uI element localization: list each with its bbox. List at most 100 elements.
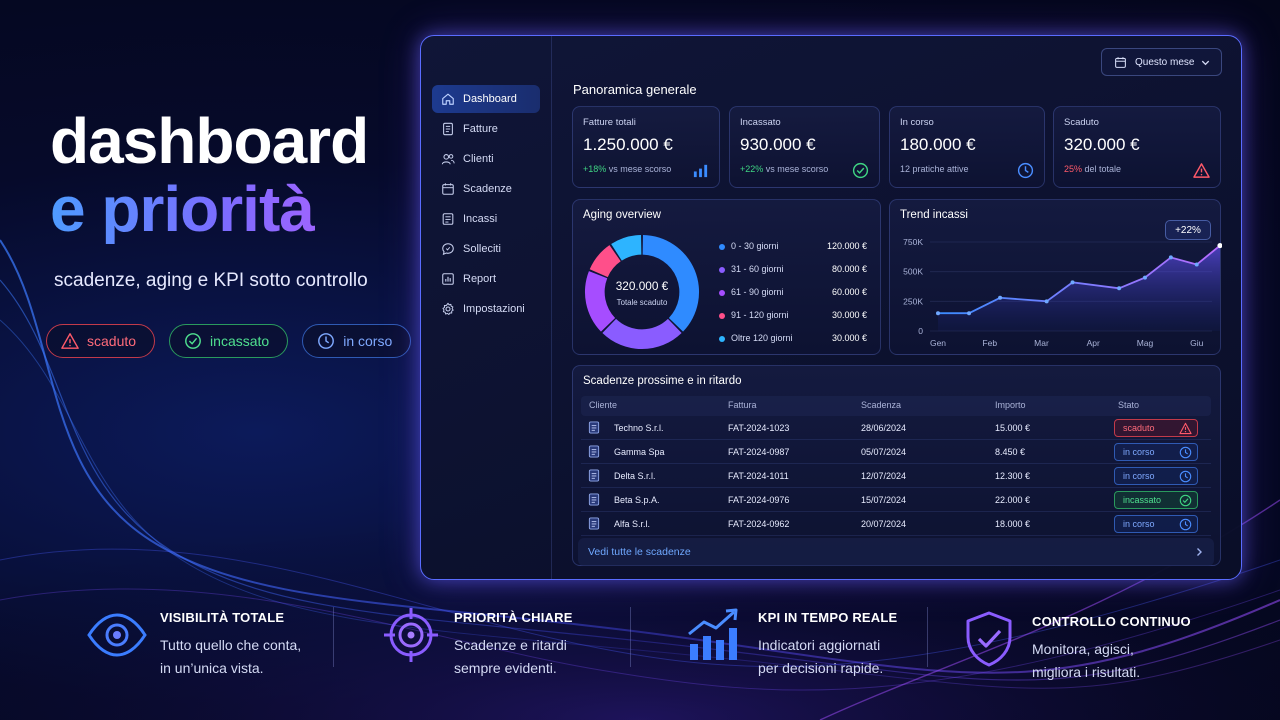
table-row[interactable]: Alfa S.r.l. FAT-2024-0962 20/07/2024 18.… bbox=[581, 512, 1211, 536]
document-icon bbox=[588, 517, 600, 530]
column-header-stato: Stato bbox=[1118, 400, 1140, 410]
cell-due-date: 28/06/2024 bbox=[861, 423, 907, 433]
feature-title: PRIORITÀ CHIARE bbox=[454, 610, 573, 625]
feature-divider bbox=[333, 607, 334, 667]
sidebar-item-fatture[interactable]: Fatture bbox=[432, 115, 540, 143]
hero-heading: dashboard e priorità bbox=[50, 108, 369, 244]
status-label: scaduto bbox=[1123, 423, 1155, 433]
donut-segment-1 bbox=[602, 318, 682, 350]
period-selector[interactable]: Questo mese bbox=[1101, 48, 1222, 76]
table-row[interactable]: Beta S.p.A. FAT-2024-0976 15/07/2024 22.… bbox=[581, 488, 1211, 512]
donut-segment-2 bbox=[584, 271, 616, 332]
chart-icon bbox=[442, 273, 454, 285]
check-circle-icon bbox=[185, 333, 201, 349]
users-icon bbox=[441, 154, 455, 165]
feature-divider bbox=[927, 607, 928, 667]
trend-line bbox=[938, 244, 1221, 315]
dashboard-window: Dashboard Fatture Clienti Scadenze Incas… bbox=[420, 35, 1242, 580]
cell-client: Techno S.r.l. bbox=[614, 423, 664, 433]
legend-value: 30.000 € bbox=[831, 333, 867, 343]
view-all-deadlines-link[interactable]: Vedi tutte le scadenze bbox=[578, 538, 1214, 566]
trend-card: Trend incassi +22% 750K 500K 250K 0 Gen Feb Ma… bbox=[889, 199, 1222, 355]
kpi-note-text: 12 pratiche attive bbox=[900, 164, 969, 174]
aging-donut: 320.000 € Totale scaduto bbox=[584, 234, 700, 350]
status-legend-pills: scaduto incassato in corso bbox=[46, 324, 412, 358]
kpi-card-in-corso[interactable]: In corso 180.000 € 12 pratiche attive bbox=[889, 106, 1045, 188]
status-badge: in corso bbox=[1114, 443, 1198, 461]
trend-area bbox=[938, 245, 1220, 331]
donut-segment-3 bbox=[589, 245, 621, 278]
table-row[interactable]: Delta S.r.l. FAT-2024-1011 12/07/2024 12… bbox=[581, 464, 1211, 488]
status-badge: incassato bbox=[1114, 491, 1198, 509]
legend-dot bbox=[719, 244, 725, 250]
kpi-note: +18% vs mese scorso bbox=[583, 164, 671, 174]
aging-legend-row: 91 - 120 giorni 30.000 € bbox=[719, 309, 867, 323]
x-tick-label: Giu bbox=[1190, 338, 1204, 348]
trend-point bbox=[967, 311, 972, 316]
cell-invoice: FAT-2024-0962 bbox=[728, 519, 790, 529]
chevron-right-icon bbox=[1197, 548, 1202, 556]
cell-client: Gamma Spa bbox=[614, 447, 665, 457]
y-tick-label: 750K bbox=[903, 237, 923, 247]
status-badge: in corso bbox=[1114, 467, 1198, 485]
x-tick-label: Apr bbox=[1087, 338, 1100, 348]
sidebar-item-label: Fatture bbox=[463, 123, 498, 135]
feature-line1: Tutto quello che conta, bbox=[160, 637, 302, 653]
feature-line2: migliora i risultati. bbox=[1032, 664, 1141, 680]
sidebar-item-label: Solleciti bbox=[463, 243, 501, 255]
kpi-value: 320.000 € bbox=[1064, 135, 1140, 154]
kpi-card-fatture-totali[interactable]: Fatture totali 1.250.000 € +18% vs mese … bbox=[572, 106, 720, 188]
cell-invoice: FAT-2024-0976 bbox=[728, 495, 790, 505]
kpi-card-scaduto[interactable]: Scaduto 320.000 € 25% del totale bbox=[1053, 106, 1221, 188]
y-tick-label: 0 bbox=[918, 326, 923, 336]
check-circle-icon bbox=[852, 162, 869, 179]
legend-label: Oltre 120 giorni bbox=[731, 333, 793, 343]
cell-amount: 18.000 € bbox=[995, 519, 1031, 529]
clock-icon bbox=[1017, 162, 1034, 179]
aging-legend-row: 0 - 30 giorni 120.000 € bbox=[719, 240, 867, 254]
kpi-note-text: del totale bbox=[1084, 164, 1122, 174]
legend-value: 120.000 € bbox=[826, 241, 867, 251]
trend-title: Trend incassi bbox=[900, 209, 968, 221]
shield-check-icon bbox=[966, 611, 1012, 667]
pill-label: in corso bbox=[343, 333, 393, 349]
status-label: in corso bbox=[1123, 519, 1155, 529]
aging-title: Aging overview bbox=[583, 209, 661, 221]
feature-description: Monitora, agisci, migliora i risultati. bbox=[1032, 638, 1140, 684]
sidebar-item-report[interactable]: Report bbox=[432, 265, 540, 293]
kpi-note: 25% del totale bbox=[1064, 164, 1121, 174]
table-row[interactable]: Gamma Spa FAT-2024-0987 05/07/2024 8.450… bbox=[581, 440, 1211, 464]
document-icon bbox=[588, 421, 600, 434]
sidebar-item-clienti[interactable]: Clienti bbox=[432, 145, 540, 173]
cell-due-date: 15/07/2024 bbox=[861, 495, 907, 505]
sidebar-item-scadenze[interactable]: Scadenze bbox=[432, 175, 540, 203]
receipt-icon bbox=[442, 213, 454, 225]
sidebar-item-incassi[interactable]: Incassi bbox=[432, 205, 540, 233]
warning-icon bbox=[61, 333, 79, 349]
cell-client: Beta S.p.A. bbox=[614, 495, 660, 505]
document-icon bbox=[588, 445, 600, 458]
sidebar-item-impostazioni[interactable]: Impostazioni bbox=[432, 295, 540, 323]
sidebar-item-dashboard[interactable]: Dashboard bbox=[432, 85, 540, 113]
feature-line2: in un’unica vista. bbox=[160, 660, 264, 676]
target-icon bbox=[384, 608, 438, 662]
y-tick-label: 250K bbox=[903, 296, 923, 306]
sidebar-item-solleciti[interactable]: Solleciti bbox=[432, 235, 540, 263]
trend-point bbox=[936, 311, 940, 316]
feature-description: Scadenze e ritardi sempre evidenti. bbox=[454, 634, 567, 680]
feature-title: VISIBILITÀ TOTALE bbox=[160, 610, 285, 625]
legend-dot bbox=[719, 313, 725, 319]
feature-line1: Scadenze e ritardi bbox=[454, 637, 567, 653]
kpi-value: 180.000 € bbox=[900, 135, 976, 154]
cell-invoice: FAT-2024-1011 bbox=[728, 471, 789, 481]
trend-point bbox=[1194, 262, 1199, 267]
check-circle-icon bbox=[1179, 494, 1192, 507]
kpi-note: 12 pratiche attive bbox=[900, 164, 969, 174]
cell-invoice: FAT-2024-0987 bbox=[728, 447, 790, 457]
table-row[interactable]: Techno S.r.l. FAT-2024-1023 28/06/2024 1… bbox=[581, 416, 1211, 440]
donut-center-label: Totale scaduto bbox=[617, 298, 668, 307]
legend-label: 61 - 90 giorni bbox=[731, 287, 784, 297]
eye-icon bbox=[87, 613, 147, 657]
column-header-scadenza: Scadenza bbox=[861, 400, 902, 410]
kpi-card-incassato[interactable]: Incassato 930.000 € +22% vs mese scorso bbox=[729, 106, 880, 188]
